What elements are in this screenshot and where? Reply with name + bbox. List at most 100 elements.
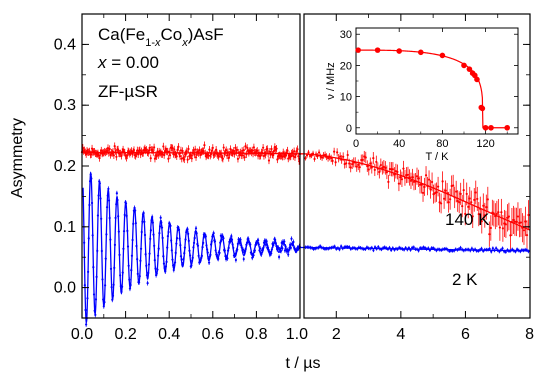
data-point-140k — [222, 146, 225, 149]
data-point-140k — [387, 180, 390, 183]
data-point-2k — [495, 247, 498, 250]
data-point-2k — [290, 237, 293, 240]
data-point-140k — [207, 154, 210, 157]
data-point-140k — [515, 220, 518, 223]
data-point-140k — [468, 197, 471, 200]
data-point-140k — [382, 165, 385, 168]
data-point-140k — [256, 149, 259, 152]
data-point-2k — [115, 192, 118, 195]
data-point-140k — [415, 175, 419, 178]
inset-y-tick-label: 10 — [340, 92, 352, 104]
data-point-140k — [462, 189, 465, 192]
data-point-140k — [202, 150, 205, 153]
fit-curve-2k-right — [299, 246, 531, 252]
data-point-140k — [427, 178, 431, 181]
y-tick-label: 0.2 — [54, 158, 76, 175]
data-point-140k — [186, 158, 189, 161]
data-point-140k — [349, 166, 352, 169]
inset-data-point — [418, 49, 424, 56]
data-point-140k — [208, 148, 211, 151]
data-point-2k — [274, 238, 277, 241]
data-point-140k — [240, 154, 243, 157]
data-point-140k — [424, 174, 428, 177]
data-point-140k — [172, 152, 175, 156]
data-point-140k — [323, 153, 327, 156]
data-point-140k — [242, 148, 245, 152]
data-point-140k — [333, 150, 336, 153]
data-point-140k — [304, 157, 307, 160]
data-point-140k — [313, 157, 316, 161]
data-point-140k — [155, 155, 158, 158]
data-point-2k — [412, 246, 415, 249]
data-point-140k — [443, 197, 446, 200]
data-point-140k — [327, 157, 330, 160]
data-point-140k — [504, 223, 507, 226]
data-point-140k — [367, 168, 370, 171]
data-point-140k — [519, 221, 523, 224]
data-point-140k — [234, 146, 237, 149]
data-point-140k — [161, 153, 164, 156]
data-point-140k — [267, 159, 271, 162]
x-tick-label: 4 — [396, 326, 405, 343]
data-point-140k — [467, 205, 470, 208]
data-point-140k — [334, 161, 337, 164]
data-point-140k — [500, 211, 503, 214]
x-tick-label: 0.0 — [71, 326, 93, 343]
data-point-140k — [296, 148, 299, 151]
data-point-140k — [471, 215, 474, 218]
inset-x-tick-label: 0 — [353, 138, 359, 150]
data-point-140k — [373, 168, 376, 171]
series-140k — [80, 141, 530, 250]
x-axis-label: t / µs — [286, 355, 321, 372]
data-point-140k — [286, 149, 289, 152]
fit-curve-140k-right — [299, 153, 531, 231]
data-point-2k — [281, 247, 284, 250]
data-point-140k — [477, 213, 480, 216]
data-point-140k — [485, 206, 488, 209]
data-point-140k — [177, 145, 180, 148]
data-point-140k — [348, 162, 351, 165]
data-point-140k — [364, 156, 367, 159]
data-point-140k — [372, 157, 375, 160]
data-point-140k — [183, 158, 186, 161]
data-point-140k — [106, 146, 110, 150]
data-point-140k — [345, 162, 348, 165]
data-point-140k — [203, 144, 206, 147]
data-point-140k — [241, 149, 244, 152]
data-point-140k — [402, 167, 405, 170]
data-point-140k — [441, 180, 444, 183]
data-point-140k — [339, 155, 342, 158]
data-point-140k — [406, 173, 410, 176]
data-point-140k — [241, 154, 245, 157]
data-point-140k — [501, 227, 504, 230]
data-point-140k — [452, 184, 455, 187]
data-point-140k — [179, 149, 183, 152]
data-point-140k — [495, 212, 498, 216]
data-point-140k — [194, 156, 198, 159]
inset-data-point — [504, 124, 511, 131]
data-point-140k — [317, 151, 321, 154]
data-point-140k — [115, 155, 118, 158]
data-point-140k — [98, 156, 101, 160]
data-point-140k — [476, 197, 479, 201]
x-tick-label: 0.4 — [158, 326, 180, 343]
x-tick-label: 0.8 — [245, 326, 267, 343]
data-point-140k — [470, 201, 473, 204]
data-point-140k — [411, 176, 414, 179]
inset-data-point — [488, 124, 494, 131]
data-point-140k — [429, 188, 432, 191]
data-point-140k — [180, 157, 183, 160]
data-point-140k — [375, 160, 378, 164]
data-point-140k — [225, 149, 228, 152]
data-point-140k — [221, 157, 224, 160]
data-point-140k — [369, 162, 372, 165]
data-point-2k — [383, 246, 386, 249]
data-point-140k — [292, 155, 295, 158]
data-point-2k — [373, 245, 377, 249]
data-point-140k — [297, 155, 300, 158]
inset-y-label: ν / MHz — [325, 62, 337, 99]
data-point-2k — [292, 240, 295, 244]
data-point-2k — [230, 235, 233, 238]
data-point-140k — [400, 178, 404, 181]
x-tick-label: 0.6 — [202, 326, 224, 343]
